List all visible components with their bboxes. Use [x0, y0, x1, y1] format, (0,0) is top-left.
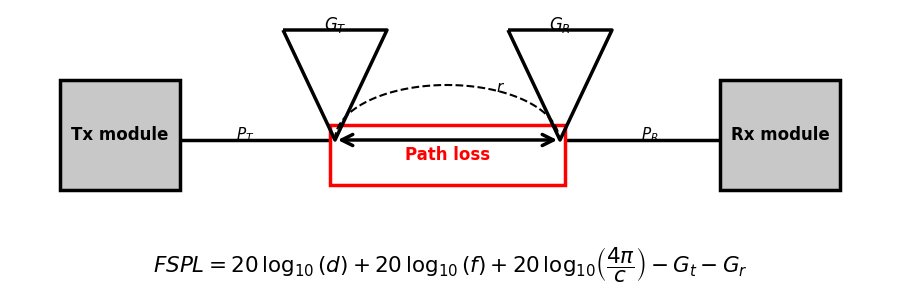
Text: $P_R$: $P_R$: [640, 126, 658, 144]
Text: Path loss: Path loss: [405, 146, 489, 164]
Text: $P_T$: $P_T$: [236, 126, 254, 144]
Text: $G_T$: $G_T$: [323, 15, 346, 35]
Polygon shape: [507, 30, 611, 140]
Text: $\mathit{FSPL} = 20\,\log_{10}(d) + 20\,\log_{10}(f) + 20\,\log_{10}\!\left(\dfr: $\mathit{FSPL} = 20\,\log_{10}(d) + 20\,…: [153, 245, 747, 285]
Bar: [719, 80, 839, 190]
Text: Tx module: Tx module: [71, 126, 169, 144]
Polygon shape: [283, 30, 386, 140]
Text: Rx module: Rx module: [730, 126, 828, 144]
Bar: [330, 125, 564, 185]
Text: r: r: [497, 80, 503, 95]
Text: $G_R$: $G_R$: [548, 15, 571, 35]
Bar: [60, 80, 180, 190]
